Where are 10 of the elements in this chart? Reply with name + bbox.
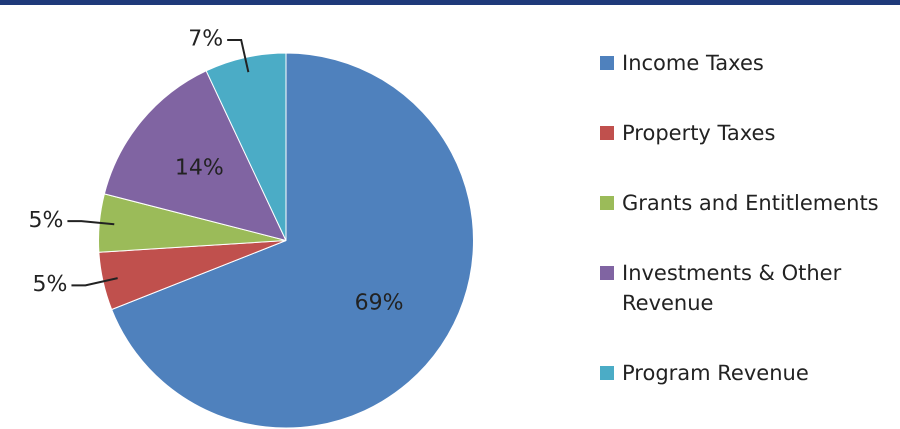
data-label: 5% — [28, 208, 64, 233]
legend-label: Investments & Other Revenue — [622, 260, 842, 317]
legend-label: Income Taxes — [622, 50, 764, 77]
legend-label: Property Taxes — [622, 120, 776, 147]
data-label: 7% — [188, 26, 224, 52]
legend-label: Program Revenue — [622, 360, 809, 387]
data-label: 5% — [32, 272, 68, 298]
data-label: 14% — [174, 156, 224, 181]
legend-label: Grants and Entitlements — [622, 190, 879, 217]
data-label: 69% — [354, 290, 404, 316]
